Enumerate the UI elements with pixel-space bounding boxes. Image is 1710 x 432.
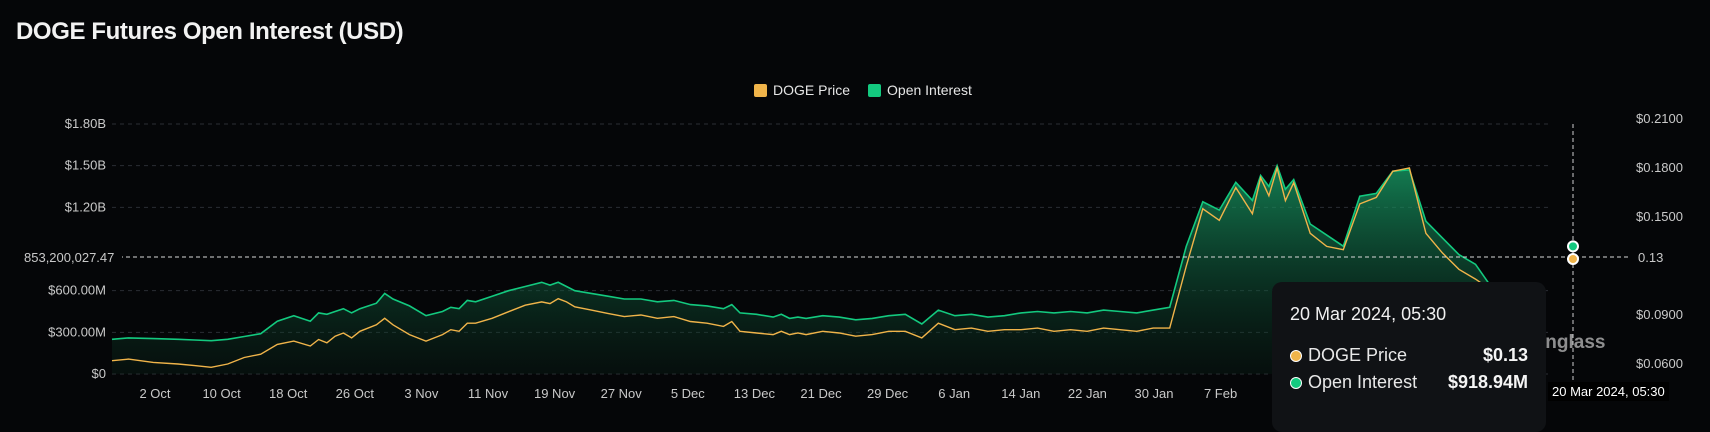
tooltip-label-price: DOGE Price	[1308, 345, 1408, 365]
axis-labels: $1.80B $1.50B $1.20B $600.00M $300.00M $0 $0.2…	[48, 111, 1683, 401]
crosshair: 853,200,027.47 0.13	[12, 124, 1668, 380]
legend-swatch-price	[754, 83, 767, 97]
x-tick-label: 5 Dec	[671, 386, 705, 401]
x-tick-label: 21 Dec	[800, 386, 842, 401]
legend-item-price[interactable]: DOGE Price	[754, 82, 850, 98]
crosshair-x-label: 20 Mar 2024, 05:30	[1548, 382, 1669, 401]
hover-tooltip: 20 Mar 2024, 05:30 DOGE Price $0.13 Open…	[1272, 282, 1546, 432]
y-right-tick-label: $0.1800	[1636, 160, 1683, 175]
x-tick-label: 27 Nov	[601, 386, 643, 401]
tooltip-dot-price	[1290, 349, 1302, 362]
legend-label-open-interest: Open Interest	[887, 82, 972, 98]
y-right-tick-label: $0.0600	[1636, 356, 1683, 371]
legend-swatch-open-interest	[868, 83, 882, 97]
crosshair-point-price	[1567, 253, 1579, 265]
x-tick-label: 3 Nov	[404, 386, 438, 401]
page-title: DOGE Futures Open Interest (USD)	[16, 18, 404, 45]
crosshair-left-label: 853,200,027.47	[24, 250, 114, 265]
x-tick-label: 14 Jan	[1001, 386, 1040, 401]
doge-price-line	[111, 165, 1493, 369]
x-tick-label: 30 Jan	[1134, 386, 1173, 401]
y-right-tick-label: $0.1500	[1636, 209, 1683, 224]
x-tick-label: 22 Jan	[1068, 386, 1107, 401]
tooltip-date: 20 Mar 2024, 05:30	[1290, 304, 1447, 324]
x-tick-label: 10 Oct	[202, 386, 241, 401]
crosshair-left-label-bg	[12, 248, 122, 266]
open-interest-area	[112, 165, 1492, 374]
legend-label-price: DOGE Price	[773, 82, 851, 98]
y-right-tick-label: $0.2100	[1636, 111, 1683, 126]
y-left-tick-label: $600.00M	[48, 283, 106, 298]
series-areas	[112, 165, 1492, 374]
tooltip-row-price: DOGE Price $0.13	[1290, 345, 1528, 366]
y-left-tick-label: $1.80B	[65, 116, 106, 131]
x-tick-label: 13 Dec	[734, 386, 776, 401]
tooltip-label-open-interest: Open Interest	[1308, 372, 1418, 392]
tooltip-value-price: $0.13	[1482, 345, 1528, 365]
tooltip-value-open-interest: $918.94M	[1447, 372, 1528, 392]
x-tick-label: 7 Feb	[1204, 386, 1237, 401]
y-left-tick-label: $0	[92, 366, 106, 381]
open-interest-line	[111, 163, 1493, 342]
x-tick-label: 11 Nov	[468, 386, 509, 401]
tooltip-row-open-interest: Open Interest $918.94M	[1290, 372, 1528, 393]
crosshair-right-label: 0.13	[1638, 250, 1663, 265]
x-tick-label: 18 Oct	[269, 386, 308, 401]
crosshair-point-open-interest	[1567, 240, 1579, 253]
chart-legend: DOGE Price Open Interest	[754, 82, 972, 98]
y-left-tick-label: $1.50B	[65, 158, 106, 173]
crosshair-right-label-bg	[1632, 248, 1668, 266]
x-tick-label: 2 Oct	[139, 386, 170, 401]
y-left-tick-label: $1.20B	[65, 199, 106, 214]
watermark-logo: inglass	[1540, 332, 1606, 353]
y-left-tick-label: $300.00M	[48, 324, 106, 339]
y-right-tick-label: $0.0900	[1636, 307, 1683, 322]
x-tick-label: 19 Nov	[534, 386, 576, 401]
x-tick-label: 26 Oct	[336, 386, 375, 401]
x-tick-label: 6 Jan	[938, 386, 970, 401]
legend-item-open-interest[interactable]: Open Interest	[868, 82, 972, 98]
series-lines	[111, 163, 1493, 369]
x-tick-label: 29 Dec	[867, 386, 909, 401]
tooltip-dot-open-interest	[1290, 376, 1302, 389]
